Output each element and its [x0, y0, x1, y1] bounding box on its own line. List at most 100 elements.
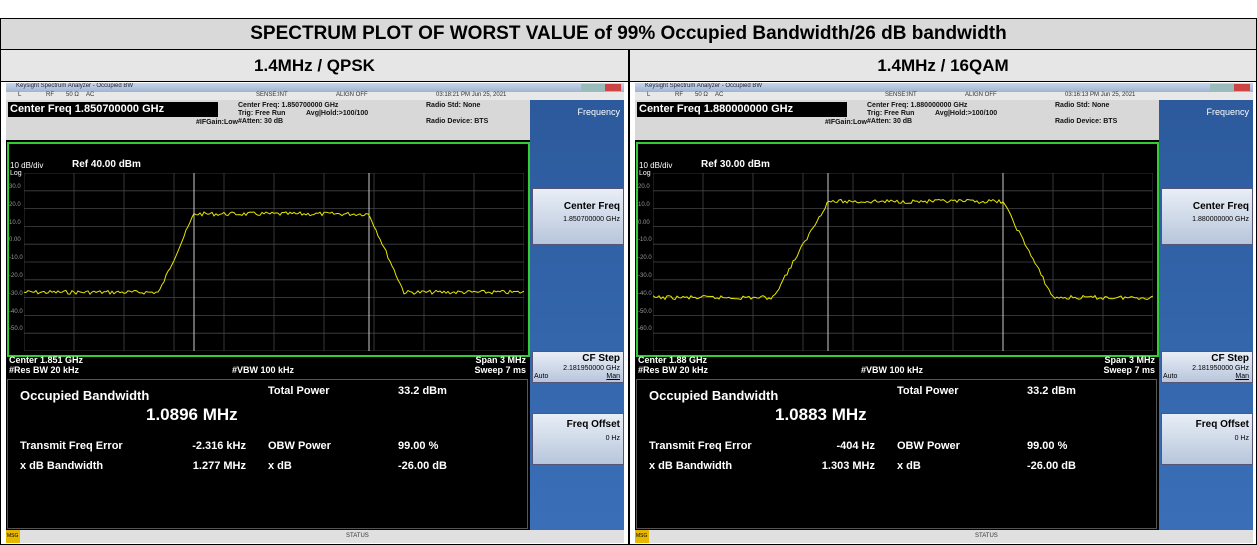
msg-box: [635, 530, 649, 543]
vbw: #VBW 100 kHz: [232, 365, 295, 375]
menu-value: 0 Hz: [1234, 435, 1249, 442]
result-label: x dB Bandwidth: [20, 460, 104, 472]
table-title: SPECTRUM PLOT OF WORST VALUE of 99% Occu…: [0, 18, 1257, 50]
scale-label: 10 dB/div: [10, 161, 44, 170]
y-axis-label: -30.0: [9, 290, 23, 297]
trace: [653, 198, 1153, 301]
menu-label: CF Step: [582, 353, 620, 364]
setting: Avg|Hold:>100/100: [306, 110, 369, 117]
status-line: [6, 92, 624, 100]
window-titlebar: [635, 83, 1253, 92]
ref-level: Ref 40.00 dBm: [72, 159, 141, 170]
menu-title: Frequency: [577, 107, 620, 117]
menu-button: [532, 351, 624, 383]
setting: Center Freq: 1.850700000 GHz: [238, 102, 339, 109]
status-line: [635, 92, 1253, 100]
center-label: Center 1.88 GHz: [638, 355, 708, 365]
setting: #Atten: 30 dB: [867, 118, 913, 125]
setting: #IFGain:Low: [196, 119, 238, 126]
ref-level: Ref 30.00 dBm: [701, 159, 770, 170]
menu-label: Freq Offset: [1195, 419, 1249, 430]
y-axis-label: -30.0: [638, 273, 652, 279]
menu-button: [1161, 188, 1253, 245]
res-bw: #Res BW 20 kHz: [638, 365, 709, 375]
setting: #Atten: 30 dB: [238, 118, 284, 125]
result-label: OBW Power: [268, 440, 331, 452]
result-value: 1.277 MHz: [192, 460, 246, 472]
y-axis-label: -20.0: [9, 273, 23, 279]
results-area: [636, 379, 1157, 529]
bottom-bar: [635, 530, 1253, 543]
sweep: Sweep 7 ms: [1103, 365, 1155, 375]
result-label: Transmit Freq Error: [20, 440, 123, 452]
radio-setting: Radio Device: BTS: [426, 118, 489, 125]
y-axis-label: -10.0: [638, 237, 652, 244]
y-axis-label: -10.0: [9, 255, 23, 262]
y-axis-label: -20.0: [638, 255, 652, 262]
center-freq-box: [637, 102, 847, 117]
status-item: AC: [86, 92, 95, 98]
column-header: 1.4MHz / 16QAM: [629, 49, 1257, 82]
obw-label: Occupied Bandwidth: [20, 388, 150, 403]
result-value: 1.303 MHz: [821, 460, 875, 472]
status-item: SENSE:INT: [256, 92, 288, 98]
sweep: Sweep 7 ms: [474, 365, 526, 375]
obw-value: 1.0896 MHz: [146, 405, 238, 424]
y-axis-label: -50.0: [9, 326, 23, 333]
y-axis-label: -60.0: [638, 326, 652, 333]
status-item: AC: [715, 92, 724, 98]
status-label: STATUS: [975, 533, 998, 539]
menu-button: [1161, 351, 1253, 383]
msg-box: [6, 530, 20, 543]
result-value: -2.316 kHz: [192, 440, 246, 452]
menu-option: Man: [1235, 373, 1249, 380]
trace-plot: [24, 173, 524, 351]
y-axis-label: -50.0: [638, 308, 652, 315]
y-axis-label: 30.0: [9, 184, 21, 190]
setting: #IFGain:Low: [825, 119, 867, 126]
center-label: Center 1.851 GHz: [9, 355, 84, 365]
msg-label: MSG: [636, 533, 648, 539]
center-freq-box: [8, 102, 218, 117]
result-value: -26.00 dB: [1027, 460, 1076, 472]
y-axis-label: 0.00: [9, 237, 21, 244]
menu-button: [532, 413, 624, 465]
column-header: 1.4MHz / QPSK: [0, 49, 629, 82]
menu-label: Center Freq: [563, 201, 620, 212]
y-axis-label: -40.0: [9, 308, 23, 315]
msg-label: MSG: [7, 533, 19, 539]
result-label: x dB Bandwidth: [649, 460, 733, 472]
radio-setting: Radio Std: None: [1055, 102, 1110, 109]
radio-setting: Radio Std: None: [426, 102, 481, 109]
analyzer-screen: Keysight Spectrum Analyzer - Occupied BW…: [635, 83, 1253, 543]
window-buttons: [1210, 84, 1250, 91]
center-freq: Center Freq 1.850700000 GHz: [10, 103, 165, 115]
result-value: -404 Hz: [836, 440, 875, 452]
span: Span 3 MHz: [475, 355, 526, 365]
status-item: 03:18:21 PM Jun 25, 2021: [436, 92, 507, 98]
menu-label: Center Freq: [1192, 201, 1249, 212]
results-area: [7, 379, 528, 529]
vbw: #VBW 100 kHz: [861, 365, 924, 375]
window-title: Keysight Spectrum Analyzer - Occupied BW: [16, 83, 134, 89]
obw-label: Occupied Bandwidth: [649, 388, 779, 403]
span: Span 3 MHz: [1104, 355, 1155, 365]
status-item: SENSE:INT: [885, 92, 917, 98]
result-value: 33.2 dBm: [398, 385, 447, 397]
window-title: Keysight Spectrum Analyzer - Occupied BW: [645, 83, 763, 89]
result-label: Total Power: [897, 385, 959, 397]
menu-label: CF Step: [1211, 353, 1249, 364]
menu-button: [532, 188, 624, 245]
bottom-bar: [6, 530, 624, 543]
trace: [24, 211, 524, 296]
result-label: x dB: [268, 460, 292, 472]
center-freq: Center Freq 1.880000000 GHz: [639, 103, 794, 115]
result-label: OBW Power: [897, 440, 960, 452]
menu-label: Freq Offset: [566, 419, 620, 430]
setting: Trig: Free Run: [867, 110, 915, 117]
scale-label: 10 dB/div: [639, 161, 673, 170]
obw-value: 1.0883 MHz: [775, 405, 867, 424]
menu-option: Auto: [1163, 373, 1178, 380]
radio-setting: Radio Device: BTS: [1055, 118, 1118, 125]
